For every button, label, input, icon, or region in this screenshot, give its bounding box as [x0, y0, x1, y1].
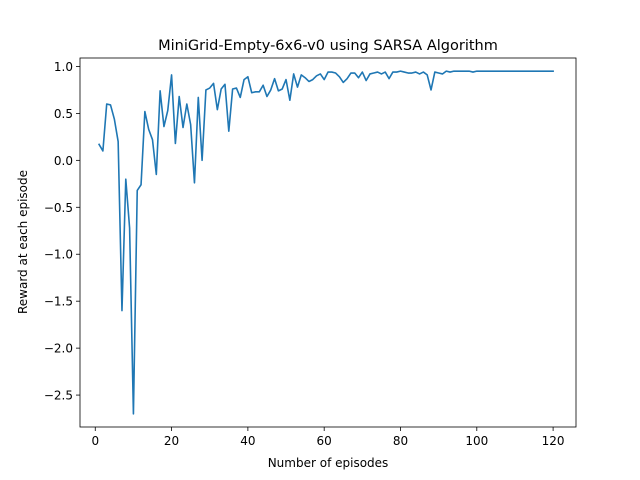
y-tick-label: −0.5: [44, 201, 73, 215]
y-tick-label: −1.0: [44, 248, 73, 262]
x-axis-ticks: 0 20 40 60 80 100 120: [91, 427, 565, 448]
y-tick-label: −1.5: [44, 295, 73, 309]
x-tick-label: 80: [393, 434, 408, 448]
x-tick-label: 120: [542, 434, 565, 448]
y-tick-label: −2.5: [44, 389, 73, 403]
x-tick-label: 40: [240, 434, 255, 448]
x-tick-label: 20: [164, 434, 179, 448]
x-tick-label: 60: [317, 434, 332, 448]
y-tick-label: 1.0: [54, 60, 73, 74]
x-tick-label: 100: [465, 434, 488, 448]
y-tick-label: −2.0: [44, 342, 73, 356]
y-axis-label: Reward at each episode: [16, 170, 30, 314]
chart-title: MiniGrid-Empty-6x6-v0 using SARSA Algori…: [158, 38, 498, 54]
x-tick-label: 0: [91, 434, 99, 448]
plot-frame: [79, 57, 577, 428]
y-tick-label: 0.0: [54, 154, 73, 168]
y-tick-label: 0.5: [54, 107, 73, 121]
y-axis-ticks: 1.0 0.5 0.0 −0.5 −1.0 −1.5 −2.0 −2.5: [44, 60, 80, 403]
reward-line: [97, 70, 554, 415]
plot-series: [97, 70, 554, 415]
x-axis-label: Number of episodes: [268, 456, 389, 470]
